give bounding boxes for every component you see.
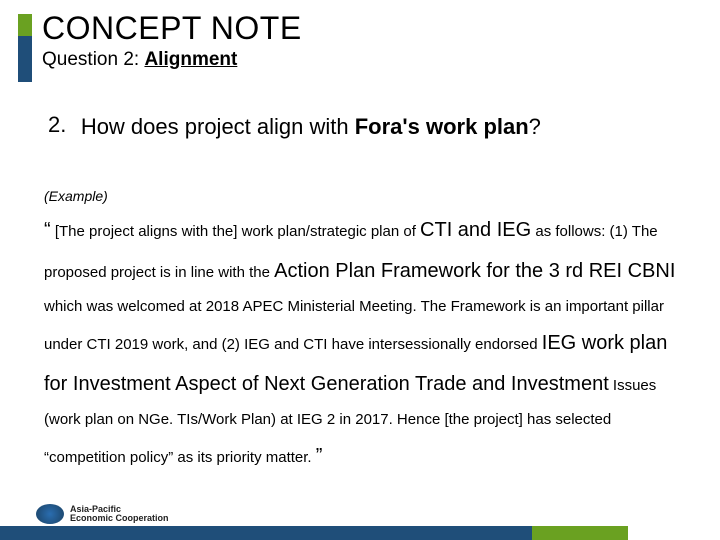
footer: Asia-Pacific Economic Cooperation — [0, 504, 720, 540]
footer-bar-blue — [0, 526, 532, 540]
body-b2: Action Plan Framework for the 3 rd REI C… — [274, 260, 675, 282]
open-quote: “ — [44, 219, 51, 241]
accent-green — [18, 14, 32, 36]
apec-logo: Asia-Pacific Economic Cooperation — [36, 504, 169, 524]
question-prefix: How does project align with — [81, 114, 355, 139]
question-text: How does project align with Fora's work … — [81, 112, 641, 142]
body-paragraph: “ [The project aligns with the] work pla… — [44, 210, 690, 477]
question-block: 2. How does project align with Fora's wo… — [48, 112, 676, 142]
footer-color-bar — [0, 526, 720, 540]
example-label: (Example) — [44, 188, 108, 204]
org-line2: Economic Cooperation — [70, 514, 169, 523]
accent-blue — [18, 36, 32, 82]
footer-bar-white — [628, 526, 720, 540]
title-block: CONCEPT NOTE Question 2: Alignment — [42, 10, 302, 71]
title-accent-bar — [18, 14, 32, 82]
close-quote: ” — [316, 445, 323, 467]
slide-title: CONCEPT NOTE — [42, 10, 302, 47]
apec-globe-icon — [36, 504, 64, 524]
question-bold: Fora's work plan — [355, 114, 529, 139]
subtitle-prefix: Question 2: — [42, 49, 144, 70]
question-number: 2. — [48, 112, 66, 138]
footer-bar-green — [532, 526, 628, 540]
slide-subtitle: Question 2: Alignment — [42, 49, 302, 71]
question-suffix: ? — [529, 114, 541, 139]
body-t1: [The project aligns with the] work plan/… — [51, 223, 420, 240]
apec-logo-text: Asia-Pacific Economic Cooperation — [70, 505, 169, 524]
body-b1: CTI and IEG — [420, 219, 531, 241]
subtitle-keyword: Alignment — [144, 49, 237, 70]
